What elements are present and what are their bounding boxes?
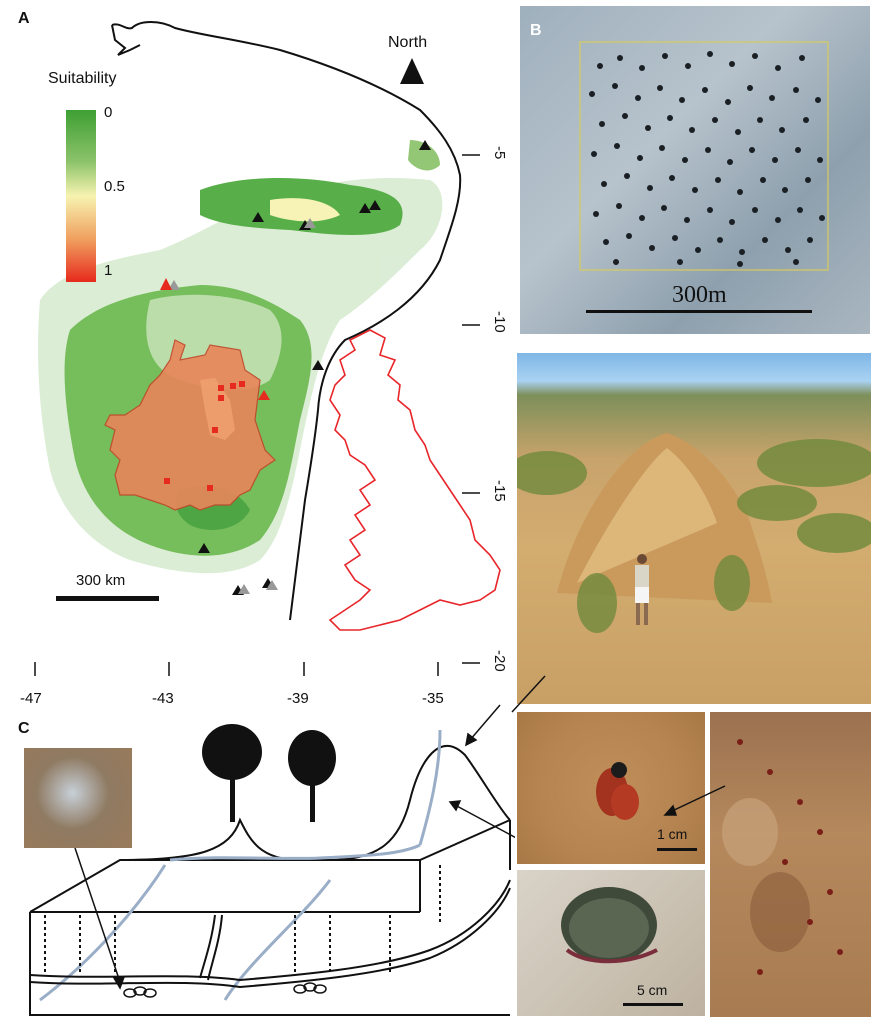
lat-tick-label: -20	[491, 650, 508, 672]
landscape-photo	[517, 353, 871, 704]
eggs-inset-photo	[24, 748, 132, 848]
north-arrow-icon	[400, 58, 424, 84]
legend-title: Suitability	[48, 70, 117, 87]
tree-icon	[202, 724, 336, 822]
scale-bar-label: 300 km	[76, 572, 126, 589]
lon-tick-label: -47	[20, 690, 42, 707]
lat-tick-label: -5	[491, 146, 508, 160]
ants-scene	[722, 739, 843, 975]
latitude-ticks	[462, 154, 480, 664]
lon-tick-label: -43	[152, 690, 174, 707]
hole-scene	[561, 887, 683, 1006]
legend-tick-1: 0.5	[104, 178, 125, 195]
lat-tick-label: -10	[491, 311, 508, 333]
panel-c: C	[0, 700, 515, 1020]
panel-a-letter: A	[18, 10, 30, 27]
bees-scene	[596, 762, 697, 851]
soil-block-diagram	[29, 704, 515, 1016]
panel-b-letter: B	[530, 22, 542, 39]
hole-photo: 5 cm	[517, 870, 705, 1016]
aerial-scale-label: 300m	[672, 282, 727, 308]
aerial-photo: B 300m	[520, 6, 870, 334]
legend-colorbar	[66, 110, 96, 282]
ants-photo	[710, 712, 871, 1017]
lat-tick-label: -15	[491, 480, 508, 502]
bees-scale-label: 1 cm	[657, 826, 688, 842]
mound-region	[104, 339, 276, 511]
longitude-ticks	[34, 662, 439, 676]
uk-outline	[328, 329, 501, 631]
panel-c-letter: C	[18, 720, 30, 737]
landscape-scene	[517, 433, 871, 633]
bees-photo: 1 cm	[517, 712, 705, 864]
hole-scale-label: 5 cm	[637, 982, 668, 998]
panel-a: A	[0, 0, 510, 707]
scale-bar	[56, 596, 159, 601]
coastline	[111, 21, 462, 621]
lon-tick-label: -39	[287, 690, 309, 707]
legend-tick-0: 0	[104, 104, 113, 121]
legend-tick-2: 1	[104, 262, 113, 279]
north-label: North	[388, 34, 428, 51]
sampling-sites	[164, 381, 245, 491]
aerial-mounds	[579, 41, 829, 313]
suitability-map	[34, 21, 501, 676]
lon-tick-label: -35	[422, 690, 444, 707]
